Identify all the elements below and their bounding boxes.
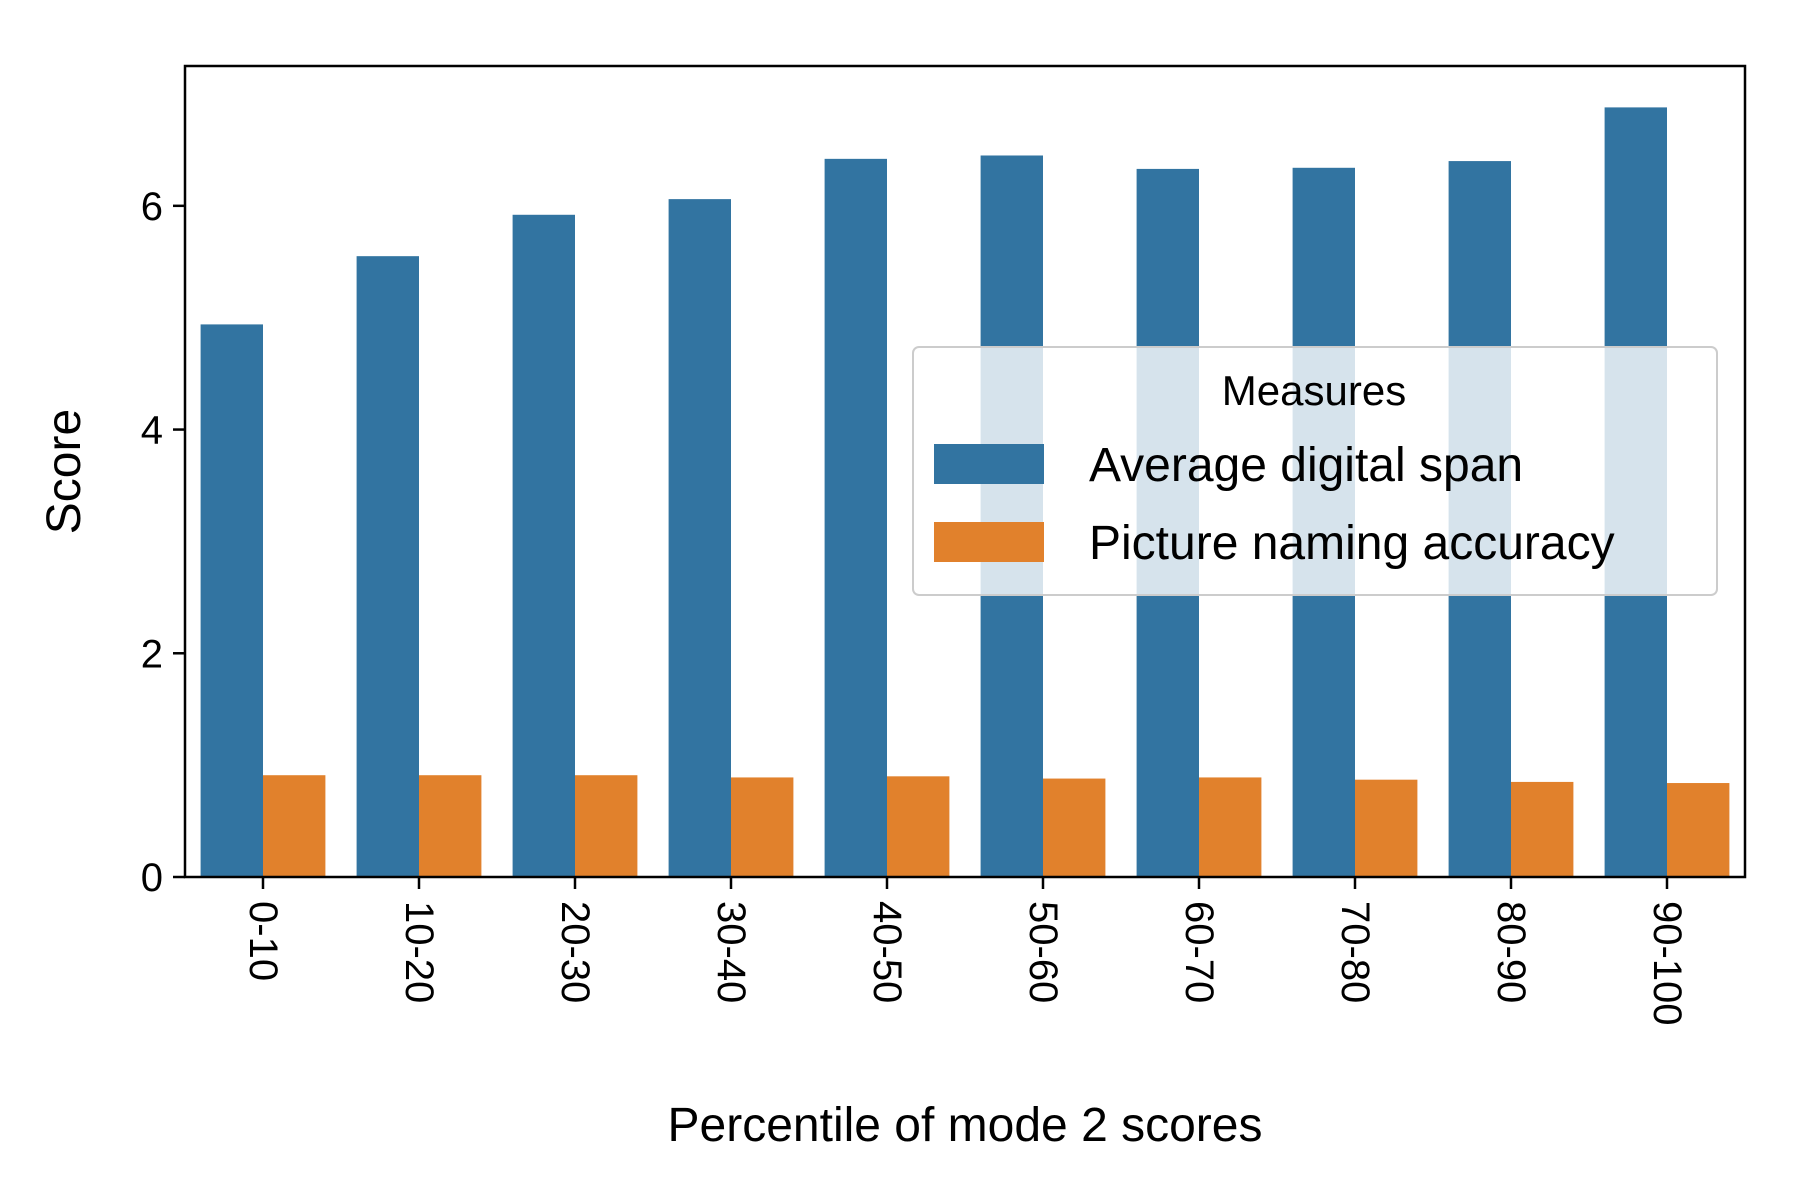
legend-label-average-digital-span: Average digital span [1089, 439, 1523, 492]
bar-average-digital-span-20-30 [512, 214, 575, 877]
bar-picture-naming-accuracy-50-60 [1043, 778, 1106, 877]
bar-picture-naming-accuracy-0-10 [263, 775, 326, 877]
bar-average-digital-span-0-10 [200, 324, 263, 877]
legend-swatch-picture-naming-accuracy [934, 522, 1044, 562]
bar-picture-naming-accuracy-10-20 [419, 775, 482, 877]
x-axis: 0-10 10-20 20-30 30-40 40-50 50-60 60-70 70-80 8… [241, 877, 1689, 1026]
bar-average-digital-span-40-50 [824, 158, 887, 878]
bar-picture-naming-accuracy-20-30 [575, 775, 638, 877]
legend-swatch-average-digital-span [934, 444, 1044, 484]
x-tick-label: 50-60 [1021, 901, 1065, 1003]
legend-label-picture-naming-accuracy: Picture naming accuracy [1089, 517, 1615, 570]
x-tick-label: 40-50 [865, 901, 909, 1003]
x-tick-label: 30-40 [709, 901, 753, 1003]
bar-picture-naming-accuracy-80-90 [1511, 781, 1574, 877]
bar-average-digital-span-10-20 [356, 256, 419, 877]
y-axis: 0 2 4 6 [141, 185, 185, 900]
y-axis-title: Score [38, 409, 91, 534]
plot-frame [183, 64, 1747, 879]
x-tick-label: 0-10 [241, 901, 285, 981]
x-tick-label: 80-90 [1489, 901, 1533, 1003]
bar-picture-naming-accuracy-70-80 [1355, 779, 1418, 877]
bar-picture-naming-accuracy-60-70 [1199, 777, 1262, 877]
x-axis-title: Percentile of mode 2 scores [668, 1099, 1263, 1152]
x-tick-label: 70-80 [1333, 901, 1377, 1003]
bar-picture-naming-accuracy-30-40 [731, 777, 794, 877]
bar-picture-naming-accuracy-90-100 [1667, 783, 1730, 877]
x-tick-label: 20-30 [553, 901, 597, 1003]
legend: Measures Average digital span Picture na… [912, 346, 1718, 596]
bar-picture-naming-accuracy-40-50 [887, 776, 950, 877]
y-tick-label: 6 [141, 185, 163, 229]
x-tick-label: 90-100 [1645, 901, 1689, 1026]
legend-box [912, 346, 1718, 596]
y-tick-label: 0 [141, 856, 163, 900]
x-tick-label: 60-70 [1177, 901, 1221, 1003]
y-tick-label: 2 [141, 632, 163, 676]
bar-average-digital-span-30-40 [668, 199, 731, 877]
legend-title: Measures [1222, 367, 1406, 414]
x-tick-label: 10-20 [397, 901, 441, 1003]
y-tick-label: 4 [141, 409, 163, 453]
